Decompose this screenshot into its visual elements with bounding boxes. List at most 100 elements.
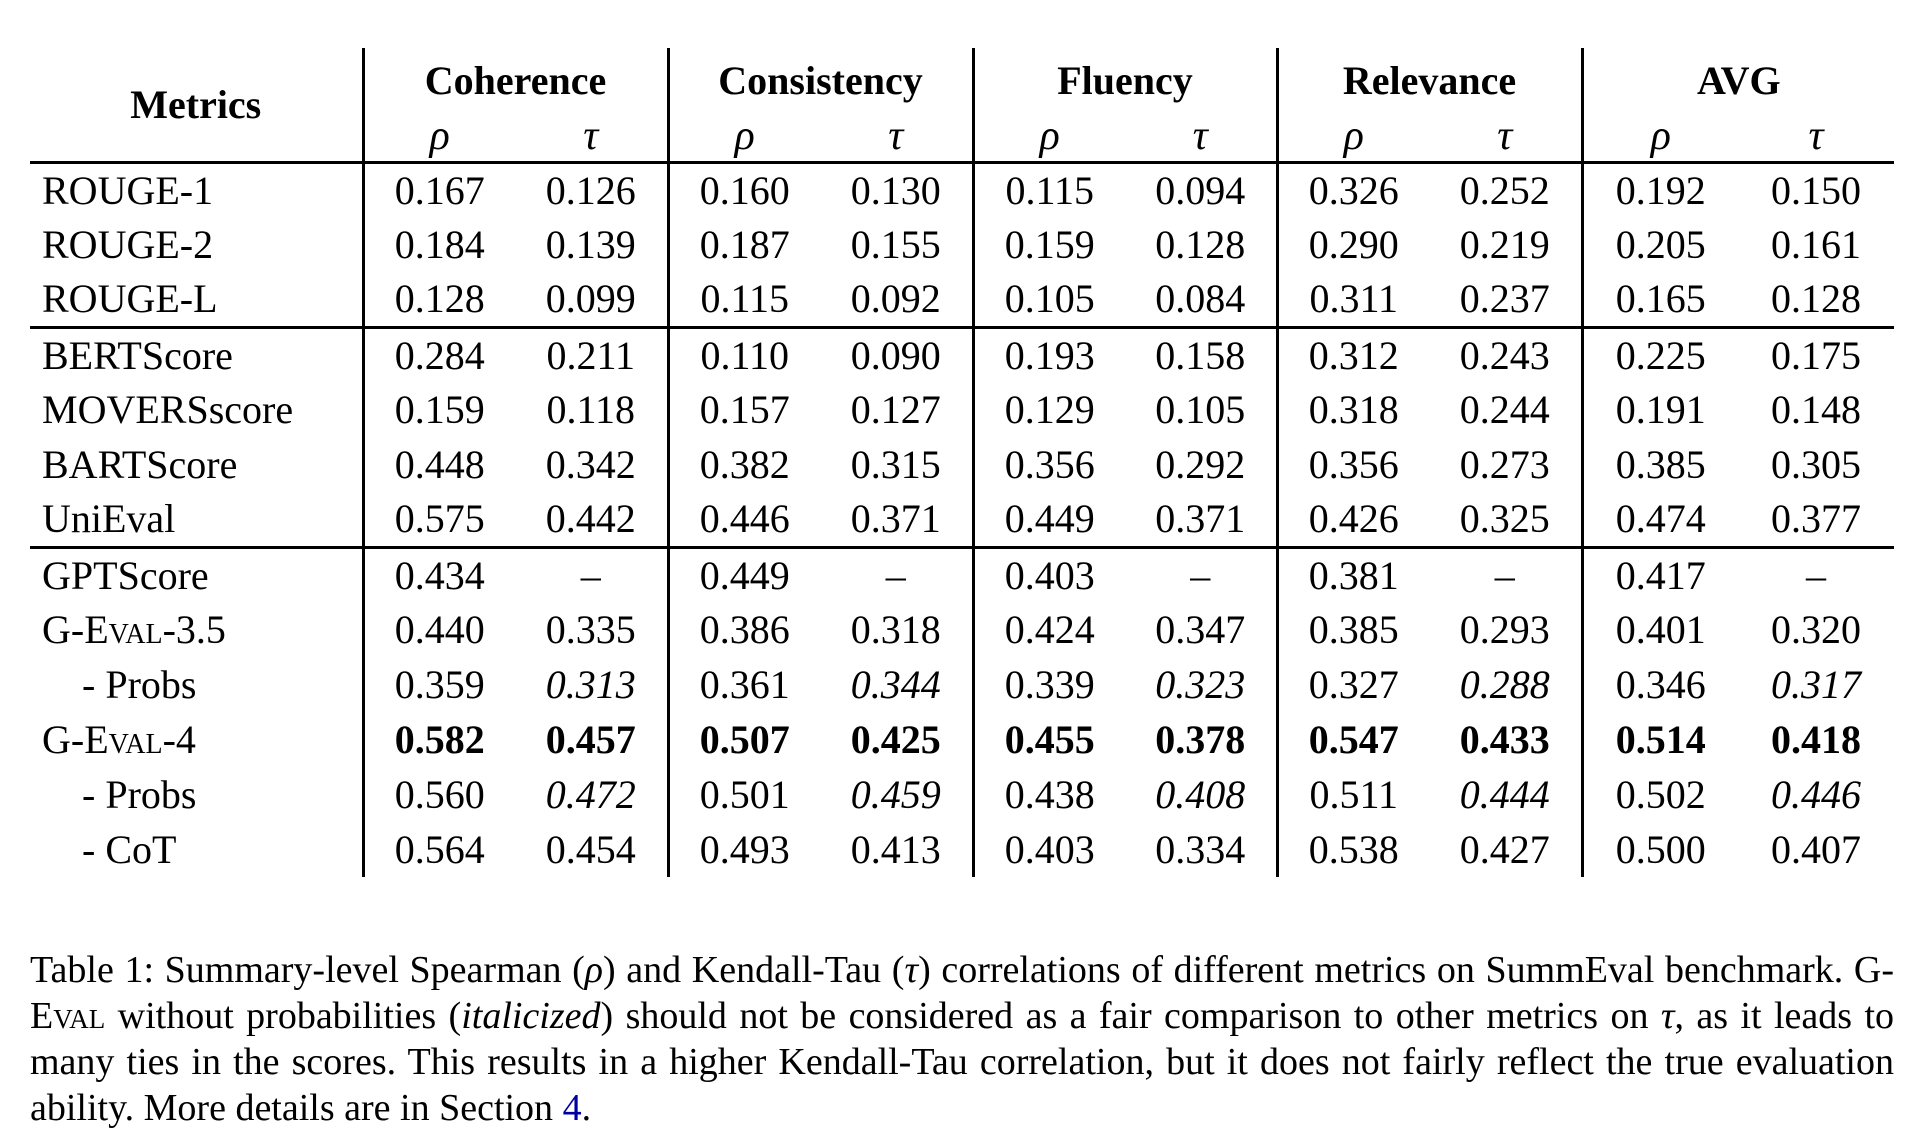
value-cell: 0.187 [666, 217, 820, 272]
value-cell: 0.538 [1275, 822, 1430, 877]
value-cell: 0.175 [1738, 325, 1895, 382]
value-cell: 0.501 [666, 767, 820, 822]
value-cell: 0.150 [1771, 167, 1862, 213]
value-cell: 0.433 [1459, 717, 1550, 762]
value-cell: – [820, 545, 974, 602]
value-cell: 0.560 [361, 767, 515, 822]
results-table: Metrics Coherence Consistency Fluency Re… [30, 48, 1895, 877]
value-cell: 0.094 [1155, 167, 1246, 213]
rho-symbol: ρ [1275, 112, 1430, 162]
value-cell: 0.158 [1125, 325, 1278, 382]
value-cell: 0.167 [361, 162, 515, 217]
tau-symbol: τ [583, 113, 599, 160]
value-cell: 0.225 [1580, 325, 1739, 382]
table-body: ROUGE-1 0.167 0.126 0.160 0.130 0.115 0.094 0.3… [30, 162, 1895, 877]
value-cell: 0.105 [971, 272, 1126, 327]
value-cell: 0.474 [1580, 492, 1739, 547]
value-cell: 0.371 [1155, 496, 1246, 542]
value-cell: 0.165 [1580, 272, 1739, 327]
value-cell: 0.408 [1155, 772, 1246, 817]
value-cell: 0.459 [850, 772, 941, 817]
value-cell: 0.323 [1155, 662, 1246, 707]
value-cell: 0.115 [666, 272, 820, 327]
value-cell: 0.157 [666, 382, 820, 437]
value-cell: 0.288 [1459, 662, 1550, 707]
value-cell: 0.273 [1459, 442, 1550, 487]
value-cell: 0.339 [971, 657, 1126, 712]
value-cell: 0.191 [1580, 382, 1739, 437]
value-cell: 0.293 [1459, 607, 1550, 652]
table-header: Metrics Coherence Consistency Fluency Re… [30, 48, 1895, 162]
value-cell: 0.290 [1275, 217, 1430, 272]
value-cell: 0.401 [1580, 602, 1739, 657]
value-cell: 0.311 [1275, 272, 1430, 327]
row-label: - CoT [82, 827, 177, 872]
value-cell: 0.457 [545, 717, 636, 762]
value-cell: 0.547 [1275, 712, 1430, 767]
row-label: - Probs [82, 662, 197, 707]
value-cell: 0.084 [1155, 276, 1246, 322]
value-cell: 0.425 [850, 717, 941, 762]
value-cell: 0.361 [666, 657, 820, 712]
value-cell: 0.090 [820, 325, 974, 382]
value-cell: 0.305 [1771, 442, 1862, 487]
value-cell: 0.099 [545, 276, 636, 322]
table-row: UniEval 0.575 0.442 0.446 0.371 0.449 0.371 0.4… [30, 492, 1894, 547]
value-cell: 0.582 [361, 712, 515, 767]
value-cell: 0.347 [1155, 607, 1246, 652]
value-cell: 0.110 [666, 325, 820, 382]
value-cell: 0.126 [545, 167, 636, 213]
value-cell: 0.426 [1275, 492, 1430, 547]
caption-text: , as it leads to many ties in the scores… [30, 995, 1895, 1129]
tau-symbol: τ [1808, 113, 1824, 160]
value-cell: 0.502 [1580, 767, 1739, 822]
table-row: ROUGE-2 0.184 0.139 0.187 0.155 0.159 0.128 0.2… [30, 217, 1894, 272]
value-cell: 0.326 [1275, 162, 1430, 217]
value-cell: 0.514 [1580, 712, 1739, 767]
table-row: - Probs 0.560 0.472 0.501 0.459 0.438 0.408 0.5… [30, 767, 1894, 822]
value-cell: – [1125, 545, 1278, 602]
row-label: G-Eval-3.5 [42, 607, 226, 652]
rho-symbol: ρ [971, 112, 1126, 162]
value-cell: 0.424 [971, 602, 1126, 657]
section-4-link[interactable]: 4 [562, 1087, 582, 1129]
row-label: BERTScore [30, 325, 363, 382]
group-header-relevance: Relevance [1275, 48, 1583, 112]
row-label: ROUGE-2 [42, 222, 214, 267]
value-cell: 0.418 [1771, 717, 1862, 762]
value-cell: 0.211 [515, 325, 668, 382]
value-cell: – [1429, 545, 1583, 602]
value-cell: 0.148 [1771, 387, 1862, 432]
value-cell: 0.327 [1275, 657, 1430, 712]
caption-text: ρ [584, 949, 604, 991]
value-cell: 0.130 [850, 167, 941, 213]
value-cell: 0.161 [1771, 222, 1862, 267]
value-cell: 0.575 [361, 492, 515, 547]
caption-text: without probabilities ( [105, 995, 462, 1037]
value-cell: 0.564 [361, 822, 515, 877]
value-cell: 0.385 [1580, 437, 1739, 492]
value-cell: 0.334 [1155, 827, 1246, 872]
value-cell: 0.449 [971, 492, 1126, 547]
value-cell: 0.205 [1580, 217, 1739, 272]
tau-symbol: τ [1497, 113, 1513, 160]
value-cell: 0.438 [971, 767, 1126, 822]
value-cell: 0.092 [850, 276, 941, 322]
table-row: - Probs 0.359 0.313 0.361 0.344 0.339 0.323 0.3… [30, 657, 1894, 712]
value-cell: 0.139 [545, 222, 636, 267]
value-cell: 0.377 [1771, 496, 1862, 542]
caption-text: Table 1: Summary-level Spearman ( [30, 949, 585, 991]
value-cell: 0.325 [1459, 496, 1550, 542]
value-cell: 0.128 [1771, 276, 1862, 322]
value-cell: 0.105 [1155, 387, 1246, 432]
value-cell: 0.155 [850, 222, 941, 267]
value-cell: 0.407 [1771, 827, 1862, 872]
value-cell: 0.320 [1771, 607, 1862, 652]
row-label: - Probs [82, 772, 197, 817]
value-cell: 0.184 [361, 217, 515, 272]
value-cell: 0.454 [545, 827, 636, 872]
value-cell: 0.403 [971, 822, 1126, 877]
value-cell: 0.313 [545, 662, 636, 707]
tau-symbol: τ [1192, 113, 1208, 160]
